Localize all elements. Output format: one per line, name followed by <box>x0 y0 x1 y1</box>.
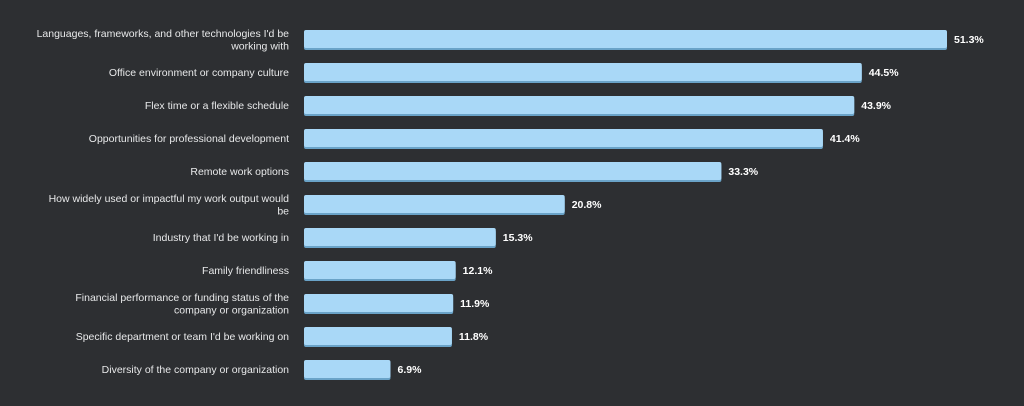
bar-row: 44.5% Office environment or company cultu… <box>109 63 899 83</box>
bar-row: 43.9% Flex time or a flexible schedule <box>145 96 892 116</box>
category-label: Diversity of the company or organization <box>102 364 289 376</box>
category-label-line: Opportunities for professional developme… <box>89 133 289 145</box>
value-label: 12.1% <box>463 265 493 277</box>
bar <box>304 162 722 180</box>
bar <box>304 327 452 345</box>
category-label-line: How widely used or impactful my work out… <box>49 193 290 205</box>
bar <box>304 30 947 48</box>
value-label: 6.9% <box>397 364 422 376</box>
category-label: Office environment or company culture <box>109 67 289 79</box>
category-label: Family friendliness <box>202 265 289 277</box>
value-label: 15.3% <box>503 232 533 244</box>
category-label-line: Diversity of the company or organization <box>102 364 289 376</box>
category-label-line: Family friendliness <box>202 265 289 277</box>
bar-row: 51.3% Languages, frameworks, and other te… <box>37 28 985 53</box>
value-label: 20.8% <box>572 199 602 211</box>
category-label-line: Languages, frameworks, and other technol… <box>37 28 290 40</box>
value-label: 33.3% <box>728 166 758 178</box>
value-label: 11.8% <box>459 331 489 343</box>
bar-row: 6.9% Diversity of the company or organiza… <box>102 360 422 380</box>
value-label: 51.3% <box>954 34 984 46</box>
bar <box>304 228 496 246</box>
category-label-line: Office environment or company culture <box>109 67 289 79</box>
bar <box>304 96 855 114</box>
bar-row: 33.3% Remote work options <box>190 162 759 182</box>
category-label: Flex time or a flexible schedule <box>145 100 289 112</box>
bar <box>304 294 454 312</box>
category-label: How widely used or impactful my work out… <box>49 193 290 218</box>
category-label: Industry that I'd be working in <box>153 232 289 244</box>
bar-row: 15.3% Industry that I'd be working in <box>153 228 533 248</box>
category-label-line: be <box>277 205 289 217</box>
value-label: 41.4% <box>830 133 860 145</box>
category-label-line: Remote work options <box>190 166 289 178</box>
category-label-line: Financial performance or funding status … <box>75 292 289 304</box>
bar-row: 11.9% Financial performance or funding st… <box>75 292 490 317</box>
bar-row: 20.8% How widely used or impactful my wor… <box>49 193 603 218</box>
category-label-line: company or organization <box>174 304 289 316</box>
bar-row: 41.4% Opportunities for professional deve… <box>89 129 860 149</box>
category-label: Financial performance or funding status … <box>75 292 289 317</box>
category-label-line: working with <box>230 40 289 52</box>
category-label-line: Flex time or a flexible schedule <box>145 100 289 112</box>
bar-row: 12.1% Family friendliness <box>202 261 493 281</box>
category-label: Opportunities for professional developme… <box>89 133 289 145</box>
bar-row: 11.8% Specific department or team I'd be … <box>76 327 489 347</box>
category-label: Remote work options <box>190 166 289 178</box>
bar <box>304 195 565 213</box>
bar <box>304 360 391 378</box>
value-label: 43.9% <box>861 100 891 112</box>
category-label-line: Specific department or team I'd be worki… <box>76 331 289 343</box>
bar <box>304 129 823 147</box>
bar <box>304 261 456 279</box>
value-label: 44.5% <box>869 67 899 79</box>
category-label: Languages, frameworks, and other technol… <box>37 28 290 53</box>
category-label: Specific department or team I'd be worki… <box>76 331 289 343</box>
value-label: 11.9% <box>460 298 490 310</box>
category-label-line: Industry that I'd be working in <box>153 232 289 244</box>
bar <box>304 63 862 81</box>
